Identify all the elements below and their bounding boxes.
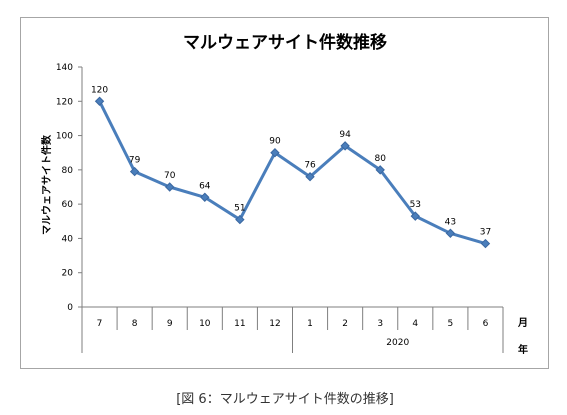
- data-point-2: [129, 166, 140, 177]
- y-tick-label: 0: [67, 303, 73, 313]
- data-label: 64: [199, 181, 211, 191]
- data-point-6: [270, 148, 280, 158]
- data-label: 70: [164, 171, 176, 181]
- x-tick-label: 11: [234, 319, 245, 329]
- y-tick-label: 140: [56, 63, 73, 73]
- y-tick-label: 80: [62, 166, 74, 176]
- data-label: 53: [410, 200, 421, 210]
- data-point-3: [165, 182, 175, 192]
- data-label: 94: [339, 130, 351, 140]
- data-label: 43: [445, 217, 456, 227]
- y-tick-label: 60: [62, 200, 74, 210]
- y-tick-label: 120: [56, 97, 73, 107]
- x-group-label: 2020: [386, 338, 409, 348]
- x-tick-label: 8: [132, 319, 138, 329]
- data-point-9: [375, 165, 385, 175]
- series-group: [94, 96, 491, 249]
- x-tick-label: 7: [97, 319, 103, 329]
- chart-title: マルウェアサイト件数推移: [183, 32, 387, 53]
- data-label: 90: [269, 137, 281, 147]
- x-tick-label: 4: [412, 319, 418, 329]
- x-tick-label: 12: [269, 319, 280, 329]
- data-point-5: [235, 214, 245, 225]
- x-tick-label: 5: [448, 319, 454, 329]
- data-labels: 120 79 70 64 51 90 76 94 80 53 43 37: [91, 85, 491, 237]
- x-tick-label: 10: [199, 319, 211, 329]
- x-axis-label-year: 年: [518, 343, 528, 356]
- x-axis-label-month: 月: [517, 317, 528, 329]
- x-tick-label: 6: [483, 319, 489, 329]
- data-label: 37: [480, 228, 491, 238]
- data-point-12: [480, 238, 491, 249]
- chart-frame: [20, 17, 549, 369]
- figure-caption: [図 6：マルウェアサイト件数の推移]: [176, 392, 394, 407]
- x-tick-label: 9: [167, 319, 173, 329]
- data-point-4: [200, 192, 210, 202]
- y-tick-label: 40: [62, 234, 74, 244]
- data-point-7: [305, 172, 315, 182]
- data-point-11: [445, 228, 456, 238]
- data-point-10: [410, 211, 420, 221]
- series-line: [98, 99, 487, 246]
- x-tick-label: 2: [342, 319, 348, 329]
- axes: 0 20 40 60 80 100 120 140: [56, 63, 504, 353]
- data-point-1: [94, 96, 105, 106]
- data-label: 80: [374, 154, 386, 164]
- x-tick-label: 3: [377, 319, 383, 329]
- data-point-8: [340, 141, 350, 151]
- data-label: 76: [304, 161, 316, 171]
- y-tick-label: 20: [62, 269, 74, 279]
- data-label: 51: [234, 204, 245, 214]
- data-label: 79: [129, 156, 141, 166]
- y-tick-label: 100: [56, 132, 73, 142]
- y-axis-label: マルウェアサイト件数: [40, 134, 53, 235]
- x-tick-label: 1: [307, 319, 313, 329]
- data-label: 120: [91, 85, 108, 95]
